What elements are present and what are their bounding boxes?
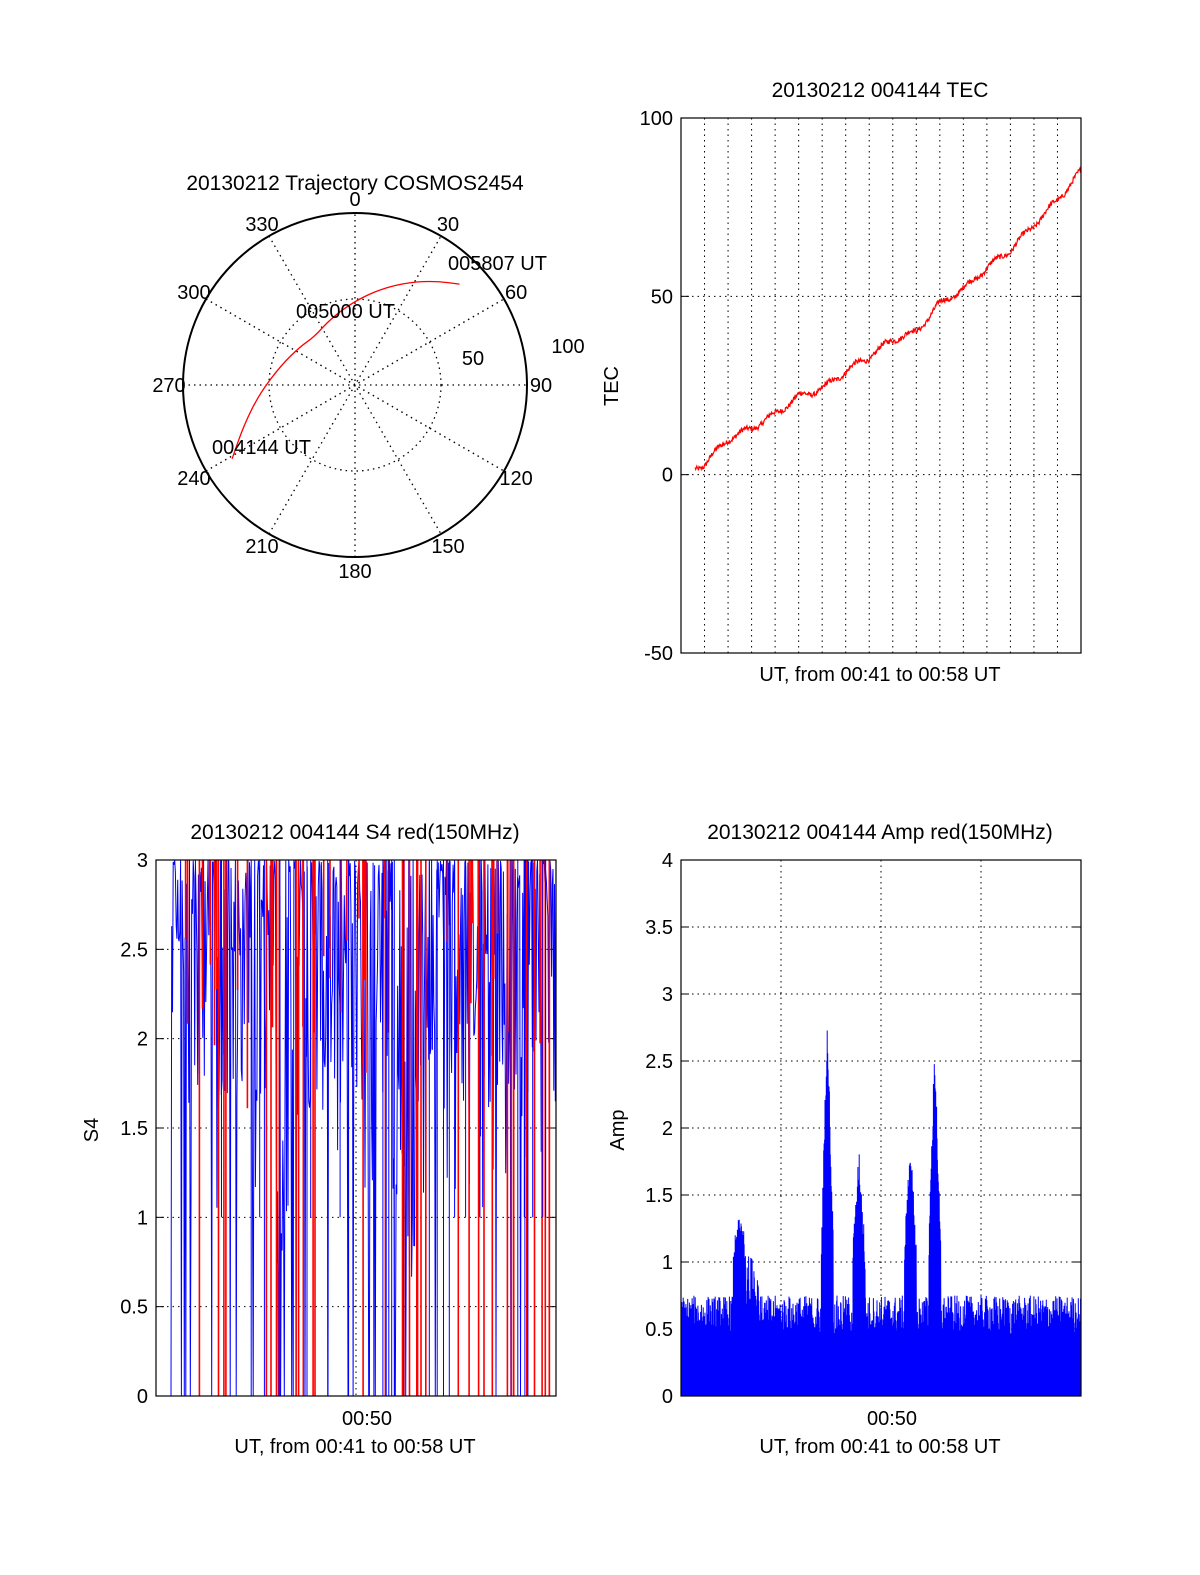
amp-x-axis-label: UT, from 00:41 to 00:58 UT [759,1436,1000,1458]
polar-azimuth-label: 330 [245,214,278,236]
amp-y-axis-label: Amp [607,1109,629,1150]
tec-panel: 20130212 004144 TEC -50 0 50 100 UT, from 0… [601,79,1082,686]
polar-outer-circle [182,212,528,558]
s4-title: 20130212 004144 S4 red(150MHz) [190,821,519,844]
y-tick-label: -50 [644,643,673,665]
polar-azimuth-label: 300 [177,282,210,304]
polar-annotation-mid: 005000 UT [296,301,395,323]
s4-y-axis-label: S4 [81,1118,103,1142]
y-tick-label: 0 [137,1386,148,1408]
polar-title: 20130212 Trajectory COSMOS2454 [186,172,524,195]
y-tick-label: 3 [137,850,148,872]
polar-azimuth-label: 180 [338,561,371,583]
y-tick-label: 3.5 [645,917,673,939]
tec-y-axis-label: TEC [601,366,623,406]
tec-y-ticks: -50 0 50 100 [640,108,1081,665]
s4-series-blue-drops [221,860,547,1396]
polar-trajectory-line [231,280,460,460]
polar-azimuth-label: 240 [177,468,210,490]
polar-azimuth-label: 90 [530,375,552,397]
polar-annotation-start: 004144 UT [212,437,311,459]
s4-x-axis-label: UT, from 00:41 to 00:58 UT [234,1436,475,1458]
y-tick-label: 100 [640,108,673,130]
amp-title: 20130212 004144 Amp red(150MHz) [707,821,1053,844]
s4-series [170,859,557,1397]
amp-panel: 20130212 004144 Amp red(150MHz) 0 0.5 1 1.5… [607,821,1082,1458]
polar-elevation-label: 100 [551,336,584,358]
y-tick-label: 0 [662,1386,673,1408]
polar-elevation-label: 50 [462,348,484,370]
s4-x-tick-label: 00:50 [342,1408,392,1430]
y-tick-label: 0.5 [120,1297,148,1319]
s4-plot-frame [155,859,557,1397]
y-tick-label: 1 [137,1207,148,1229]
polar-panel: 20130212 Trajectory COSMOS2454 0 30 60 90 12… [152,172,584,583]
y-tick-label: 0 [662,465,673,487]
polar-grid-ring [268,298,442,472]
y-tick-label: 0.5 [645,1319,673,1341]
amp-series-line [680,1030,1082,1397]
polar-azimuth-label: 0 [349,189,360,211]
s4-panel: 20130212 004144 S4 red(150MHz) 0 0.5 1 1.5 2… [81,821,557,1458]
polar-azimuth-labels: 0 30 60 90 120 150 180 210 240 270 300 330 [152,189,552,583]
y-tick-label: 1.5 [120,1118,148,1140]
polar-azimuth-label: 150 [431,536,464,558]
y-tick-label: 2.5 [645,1051,673,1073]
polar-azimuth-label: 30 [437,214,459,236]
polar-elevation-labels: 50 100 [462,336,585,370]
y-tick-label: 3 [662,984,673,1006]
y-tick-label: 2 [662,1118,673,1140]
y-tick-label: 2.5 [120,939,148,961]
polar-azimuth-label: 210 [245,536,278,558]
tec-grid [681,118,1081,653]
tec-series-line [694,166,1082,472]
polar-annotation-end: 005807 UT [448,253,547,275]
tec-title: 20130212 004144 TEC [772,79,989,102]
polar-azimuth-label: 60 [505,282,527,304]
polar-azimuth-label: 120 [499,468,532,490]
polar-azimuth-label: 270 [152,375,185,397]
y-tick-label: 2 [137,1029,148,1051]
amp-x-tick-label: 00:50 [867,1408,917,1430]
amp-y-ticks: 0 0.5 1 1.5 2 2.5 3 3.5 4 [645,850,1081,1408]
polar-grid-spoke [268,235,442,535]
polar-grid [183,213,527,557]
amp-plot-frame [680,859,1082,1397]
y-tick-label: 1.5 [645,1185,673,1207]
tec-plot-frame [680,117,1082,654]
y-tick-label: 50 [651,286,673,308]
y-tick-label: 4 [662,850,673,872]
tec-x-axis-label: UT, from 00:41 to 00:58 UT [759,664,1000,686]
y-tick-label: 1 [662,1252,673,1274]
